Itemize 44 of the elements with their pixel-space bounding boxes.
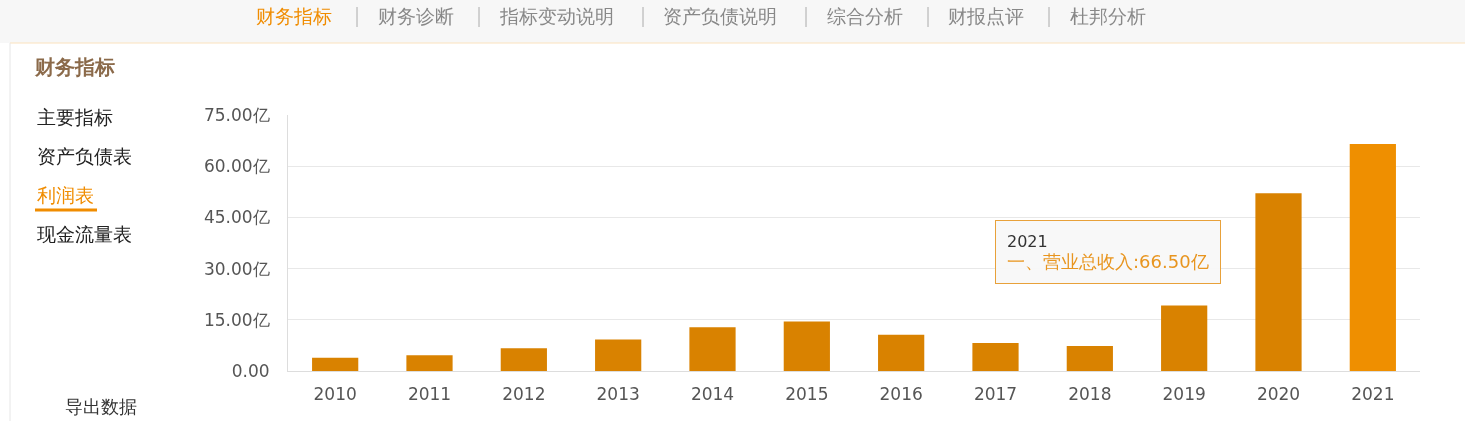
y-tick-label: 30.00亿 [203,258,270,279]
text: 财务指标 [34,55,115,79]
text: 主要指标 [37,106,113,128]
text: 综合分析 [827,5,903,27]
text: 财务指标 [256,5,332,27]
y-tick-label: 60.00亿 [203,156,270,177]
x-tick-label: 2013 [596,384,640,405]
bar [1066,346,1113,371]
text: 导出数据 [65,396,137,417]
x-tick-label: 2018 [1068,384,1112,405]
x-tick-label: 2016 [879,384,923,405]
text: 财务诊断 [378,5,454,27]
bar [972,343,1019,371]
x-tick-label: 2019 [1162,384,1206,405]
text: 杜邦分析 [1070,5,1146,27]
bar [406,355,453,371]
bar [312,357,359,371]
text: 指标变动说明 [499,5,614,27]
x-tick-label: 2010 [313,384,357,405]
bar [783,321,830,371]
bar [595,339,642,371]
x-tick-label: 2021 [1351,384,1395,405]
x-tick-label: 2011 [407,384,452,405]
x-tick-label: 2015 [785,384,829,405]
bar [689,327,736,371]
y-tick-label: 75.00亿 [203,104,270,125]
y-tick-label: 0.00 [231,360,270,381]
x-tick-label: 2017 [973,384,1018,405]
text: 现金流量表 [37,223,132,245]
x-tick-label: 2014 [690,384,735,405]
text: 财报点评 [948,5,1024,27]
x-tick-label: 2012 [502,384,546,405]
bar [1255,193,1302,371]
y-tick-label: 45.00亿 [203,207,270,228]
x-tick-label: 2020 [1256,384,1301,405]
bar [878,334,925,371]
text: 利润表 [37,184,94,206]
y-tick-label: 15.00亿 [203,309,270,330]
text: 资产负债表 [37,145,132,167]
bar [1349,144,1396,371]
text: 资产负债说明 [663,5,777,27]
bar [1161,305,1208,371]
annotation: 2021 一、营业总收入:66.50亿 [1007,232,1209,272]
bar [500,348,547,371]
